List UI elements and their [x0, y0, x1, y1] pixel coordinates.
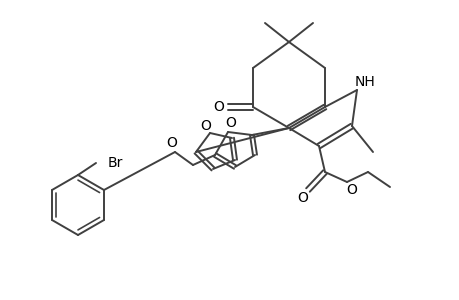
Text: Br: Br [108, 156, 123, 170]
Text: NH: NH [354, 75, 375, 89]
Text: O: O [166, 136, 177, 150]
Text: O: O [213, 100, 224, 114]
Text: O: O [225, 116, 236, 130]
Text: O: O [200, 119, 211, 133]
Text: O: O [346, 183, 357, 197]
Text: O: O [297, 191, 308, 205]
